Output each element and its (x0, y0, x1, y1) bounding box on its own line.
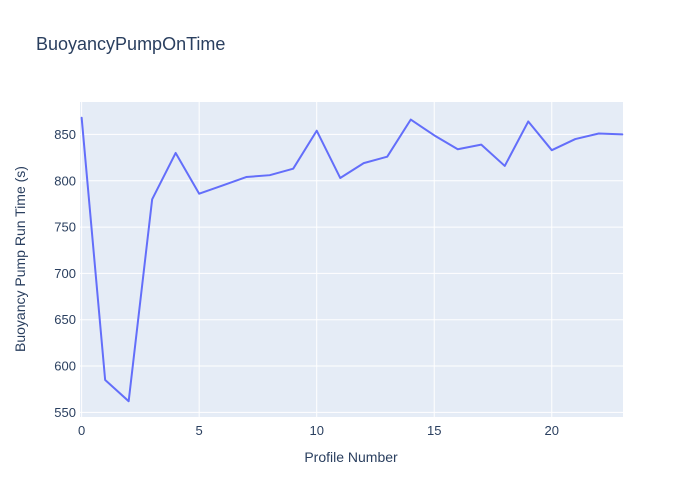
y-tick-labels: 550 600 650 700 750 800 850 (54, 127, 76, 420)
y-axis-title: Buoyancy Pump Run Time (s) (12, 166, 28, 352)
x-axis-title: Profile Number (304, 449, 398, 465)
line-series (80, 116, 624, 403)
y-tick-label: 750 (54, 220, 76, 235)
y-tick-label: 550 (54, 405, 76, 420)
y-tick-label: 600 (54, 359, 76, 374)
x-tick-label: 15 (427, 423, 441, 438)
y-tick-label: 650 (54, 312, 76, 327)
y-tick-label: 800 (54, 173, 76, 188)
x-tick-label: 20 (545, 423, 559, 438)
gridlines (80, 102, 623, 417)
chart-title: BuoyancyPumpOnTime (36, 34, 225, 54)
line-series-layer (80, 116, 624, 403)
plot-area (80, 102, 623, 417)
x-tick-label: 0 (78, 423, 85, 438)
x-tick-label: 5 (196, 423, 203, 438)
plot-background-layer (80, 102, 623, 417)
y-tick-label: 700 (54, 266, 76, 281)
y-tick-label: 850 (54, 127, 76, 142)
x-tick-label: 10 (309, 423, 323, 438)
x-tick-labels: 0 5 10 15 20 (78, 423, 559, 438)
